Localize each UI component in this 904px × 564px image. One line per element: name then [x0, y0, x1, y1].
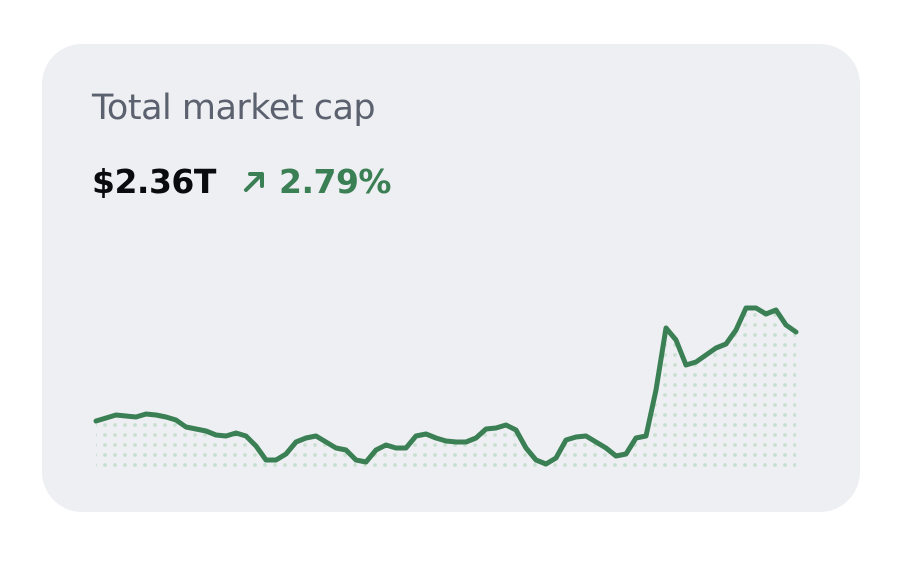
sparkline-area — [96, 308, 796, 470]
market-cap-value: $2.36T — [92, 162, 216, 201]
card-title: Total market cap — [92, 88, 376, 128]
sparkline-line — [93, 305, 799, 467]
change-percent: 2.79% — [279, 162, 392, 201]
up-arrow-icon — [244, 172, 264, 192]
